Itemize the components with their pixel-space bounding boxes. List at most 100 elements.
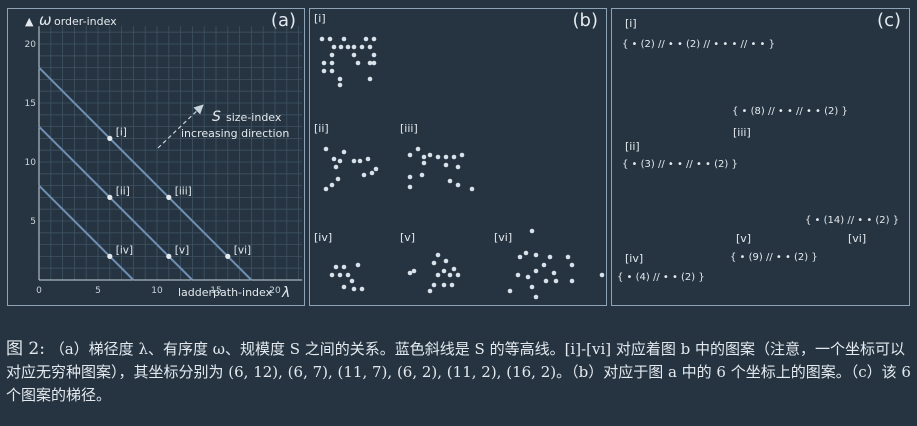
pattern-dot: [341, 36, 347, 42]
pattern-dot: [427, 152, 433, 158]
pattern-dot: [541, 262, 547, 268]
panel-b: (b) [i] [ii] [iii] [iv] [v] [vi]: [309, 8, 607, 306]
pattern-dot: [447, 178, 453, 184]
pattern-dot: [345, 44, 351, 50]
ladderpath-ii: { • (3) // • • // • • (2) }: [622, 159, 738, 170]
x-tick-label: 10: [151, 286, 163, 296]
pattern-dot: [349, 278, 355, 284]
pattern-dot: [371, 36, 377, 42]
pattern-dot: [431, 282, 437, 288]
pattern-label-i: [i]: [314, 12, 326, 25]
pattern-dot: [533, 268, 539, 274]
pattern-dot: [441, 268, 447, 274]
y-tick-label: 5: [30, 217, 36, 227]
pattern-dot: [341, 149, 347, 155]
pattern-dot: [327, 36, 333, 42]
pattern-dot: [407, 152, 413, 158]
data-point: [166, 194, 172, 200]
y-tick-label: 20: [25, 40, 37, 50]
contour-line: [38, 66, 253, 281]
pattern-dot: [431, 260, 437, 266]
y-axis-arrow-icon: ▲: [25, 15, 34, 28]
pattern-dot: [337, 158, 343, 164]
point-label: [iv]: [116, 244, 133, 256]
pattern-label-iv: [iv]: [314, 231, 333, 244]
figure-label: 图 2:: [6, 339, 45, 359]
s-symbol: S: [212, 109, 221, 125]
pattern-dot: [565, 254, 571, 260]
point-label: [iii]: [175, 185, 192, 197]
pattern-dot: [341, 284, 347, 290]
pattern-dot: [451, 266, 457, 272]
figure-caption: 图 2: （a）梯径度 λ、有序度 ω、规模度 S 之间的关系。蓝色斜线是 S …: [6, 338, 912, 407]
panel-c: (c) [i] { • (2) // • • (2) // • • • // •…: [611, 8, 910, 306]
data-point: [107, 135, 113, 141]
ladderpath-label-vi: [vi]: [848, 232, 867, 245]
ladderpath-label-iv: [iv]: [625, 252, 644, 265]
contour-line: [38, 184, 135, 281]
point-label: [i]: [116, 126, 127, 138]
pattern-dot: [455, 182, 461, 188]
pattern-dot: [357, 158, 363, 164]
pattern-dot: [419, 172, 425, 178]
pattern-dot: [407, 174, 413, 180]
point-label: [v]: [175, 244, 189, 256]
point-label: [ii]: [116, 185, 130, 197]
pattern-dot: [369, 170, 375, 176]
pattern-dot: [441, 282, 447, 288]
caption-text: （a）梯径度 λ、有序度 ω、规模度 S 之间的关系。蓝色斜线是 S 的等高线。…: [6, 340, 911, 404]
ladderpath-i: { • (2) // • • (2) // • • • // • • }: [622, 39, 775, 50]
s-direction-arrow: [157, 104, 204, 149]
data-point: [107, 253, 113, 259]
pattern-dot: [355, 262, 361, 268]
pattern-dot: [341, 264, 347, 270]
pattern-dot: [365, 156, 371, 162]
panel-a-label: (a): [270, 10, 296, 31]
pattern-dot: [599, 272, 605, 278]
pattern-dot: [529, 284, 535, 290]
pattern-dot: [351, 52, 357, 58]
pattern-dot: [329, 60, 335, 66]
point-label: [vi]: [234, 244, 251, 256]
data-point: [166, 253, 172, 259]
pattern-dot: [367, 44, 373, 50]
pattern-dot: [569, 278, 575, 284]
x-tick-label: 0: [36, 286, 42, 296]
s-label-line2: increasing direction: [181, 127, 289, 140]
pattern-dot: [553, 278, 559, 284]
pattern-dot: [451, 154, 457, 160]
pattern-dot: [529, 228, 535, 234]
pattern-dot: [321, 68, 327, 74]
pattern-dot: [421, 160, 427, 166]
pattern-dot: [515, 272, 521, 278]
pattern-dots: [319, 36, 605, 300]
pattern-label-iii: [iii]: [400, 122, 418, 135]
pattern-dot: [351, 44, 357, 50]
pattern-dot: [543, 278, 549, 284]
pattern-dot: [338, 44, 344, 50]
pattern-dot: [427, 288, 433, 294]
x-tick-label: 20: [269, 286, 281, 296]
pattern-dot: [321, 60, 327, 66]
pattern-dot: [449, 282, 455, 288]
pattern-dot: [435, 272, 441, 278]
ladderpath-vi: { • (14) // • • (2) }: [805, 215, 900, 226]
pattern-dot: [335, 176, 341, 182]
ladderpath-label-v: [v]: [736, 232, 752, 245]
y-axis-symbol: ω: [39, 11, 52, 29]
pattern-dot: [525, 274, 531, 280]
pattern-dot: [337, 82, 343, 88]
contour-line: [38, 125, 194, 281]
pattern-dot: [459, 152, 465, 158]
pattern-dot: [323, 186, 329, 192]
pattern-dot: [329, 272, 335, 278]
pattern-dot: [415, 146, 421, 152]
ladderpath-label-i: [i]: [625, 17, 637, 30]
pattern-dot: [523, 250, 529, 256]
x-tick-label: 5: [95, 286, 101, 296]
pattern-dot: [363, 36, 369, 42]
pattern-dot: [333, 164, 339, 170]
pattern-dot: [455, 272, 461, 278]
pattern-dot: [443, 258, 449, 264]
panel-c-label: (c): [877, 10, 901, 31]
